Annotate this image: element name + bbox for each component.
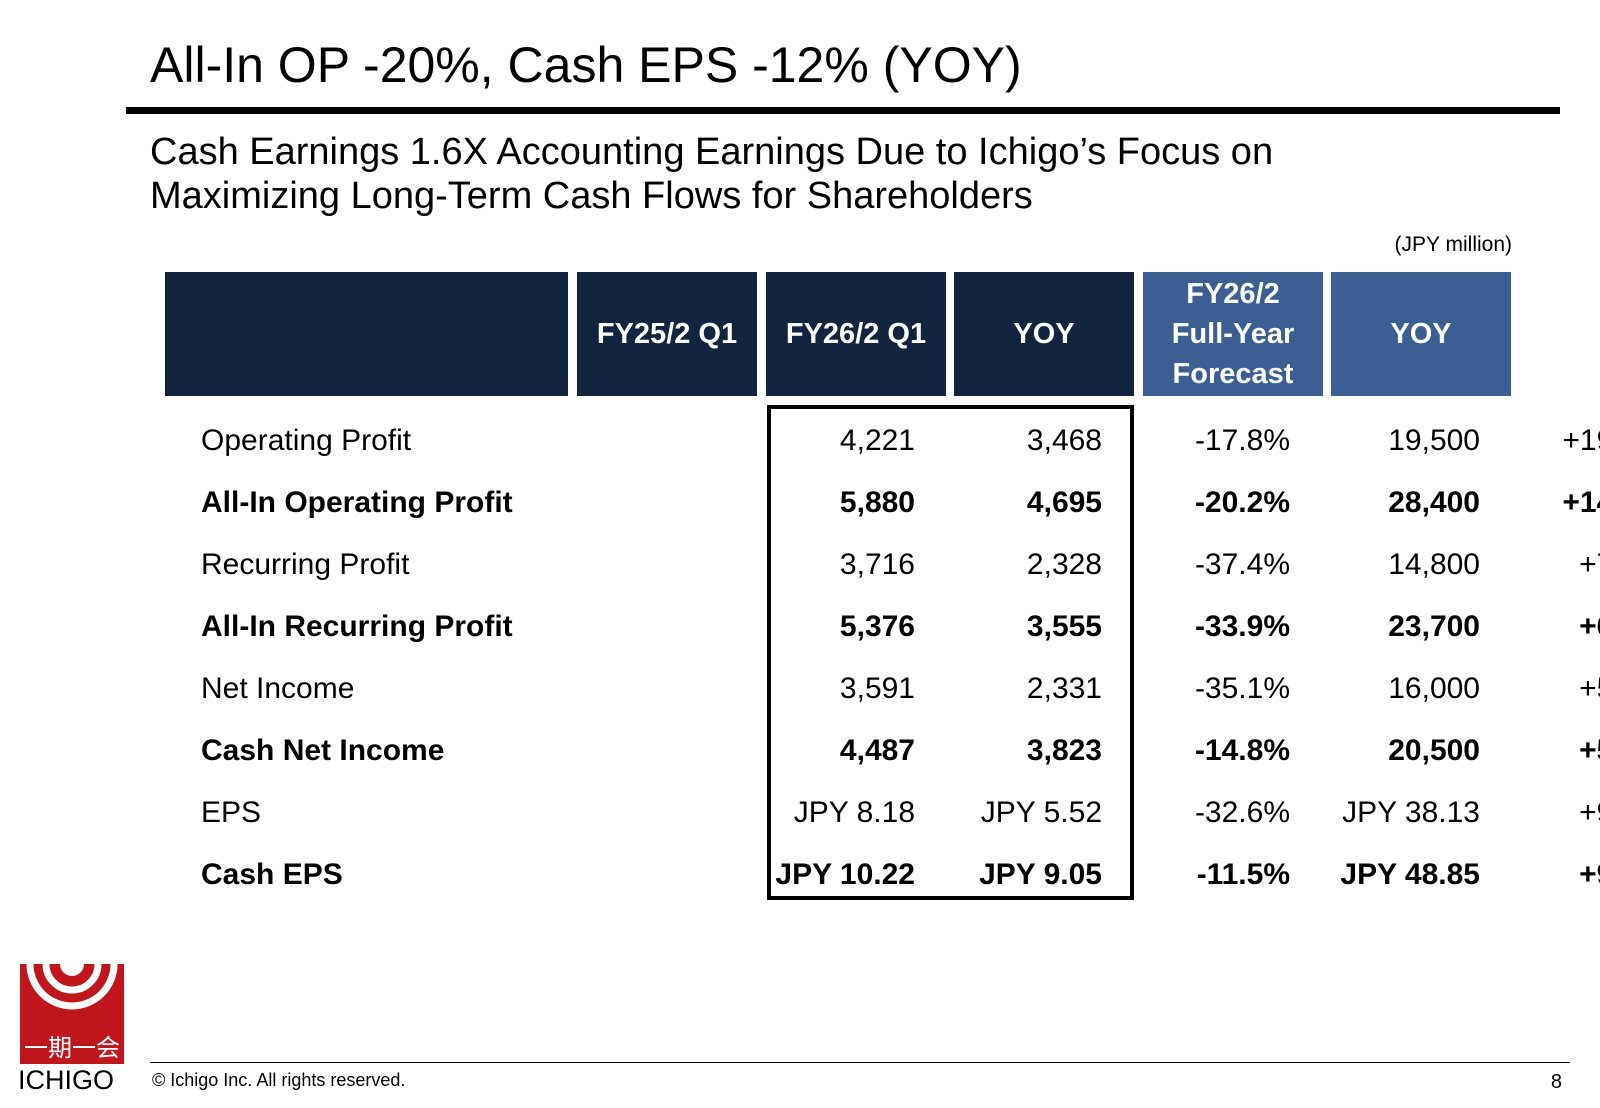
cell-yoy: -17.8%	[1194, 424, 1290, 457]
cell-fy26-q1: 4,695	[1026, 486, 1102, 519]
cell-fy25-q1: JPY 10.22	[775, 858, 915, 891]
header-blank	[165, 272, 568, 396]
row-label: All-In Operating Profit	[201, 486, 513, 519]
row-label: Operating Profit	[201, 424, 412, 457]
cell-forecast: 28,400	[1388, 486, 1480, 519]
table-row: Net Income 3,591 2,331 -35.1% 16,000 +5.4%	[165, 658, 1600, 720]
logo-kanji: 一期一会	[24, 1034, 120, 1062]
page-number: 8	[1550, 1071, 1562, 1093]
header-line: YOY	[1013, 318, 1075, 350]
header-line: YOY	[1390, 318, 1452, 350]
cell-fy26-q1: 2,331	[1026, 672, 1102, 705]
cell-fy25-q1: 4,221	[839, 424, 915, 457]
table-row: Operating Profit 4,221 3,468 -17.8% 19,500 +1…	[165, 410, 1600, 472]
header-fy25-q1: FY25/2 Q1	[577, 272, 757, 396]
table-row: Cash EPS JPY 10.22 JPY 9.05 -11.5% JPY 48.85…	[165, 844, 1600, 906]
row-label: EPS	[201, 796, 262, 829]
title-rule	[126, 107, 1560, 114]
cell-forecast-yoy: +5.7%	[1579, 734, 1600, 767]
row-label: Net Income	[201, 672, 355, 705]
table-row: Cash Net Income 4,487 3,823 -14.8% 20,500 +5.…	[165, 720, 1600, 782]
header-line: Forecast	[1172, 358, 1294, 390]
cell-forecast: 19,500	[1388, 424, 1480, 457]
ichigo-logo: 一期一会	[20, 964, 124, 1064]
cell-forecast-yoy: +5.4%	[1579, 672, 1600, 705]
cell-fy25-q1: 5,376	[839, 610, 915, 643]
header-line: FY26/2	[1186, 278, 1280, 310]
cell-fy26-q1: 2,328	[1026, 548, 1102, 581]
cell-fy25-q1: 5,880	[839, 486, 915, 519]
cell-fy25-q1: 4,487	[839, 734, 915, 767]
cell-forecast: JPY 48.85	[1340, 858, 1480, 891]
cell-fy26-q1: 3,468	[1026, 424, 1102, 457]
cell-forecast: 14,800	[1388, 548, 1480, 581]
slide-title: All-In OP -20%, Cash EPS -12% (YOY)	[150, 37, 1022, 93]
cell-yoy: -35.1%	[1194, 672, 1290, 705]
footer-rule	[150, 1062, 1570, 1063]
cell-forecast-yoy: +7.5%	[1579, 548, 1600, 581]
concentric-arcs-icon	[26, 964, 118, 1010]
cell-fy26-q1: JPY 9.05	[979, 858, 1102, 891]
cell-yoy: -20.2%	[1194, 486, 1290, 519]
cell-fy25-q1: 3,716	[839, 548, 915, 581]
subtitle-line-2: Maximizing Long-Term Cash Flows for Shar…	[150, 175, 1033, 217]
slide-subtitle: Cash Earnings 1.6X Accounting Earnings D…	[150, 130, 1450, 218]
header-forecast-yoy: YOY	[1331, 272, 1511, 396]
cell-forecast-yoy: +19.6%	[1562, 424, 1600, 457]
cell-forecast: 16,000	[1388, 672, 1480, 705]
cell-yoy: -37.4%	[1194, 548, 1290, 581]
cell-forecast-yoy: +9.4%	[1579, 796, 1600, 829]
cell-fy26-q1: 3,823	[1026, 734, 1102, 767]
logo-wordmark: ICHIGO	[18, 1065, 115, 1095]
row-label: All-In Recurring Profit	[201, 610, 513, 643]
cell-fy26-q1: 3,555	[1026, 610, 1102, 643]
copyright-text: © Ichigo Inc. All rights reserved.	[152, 1070, 406, 1090]
row-label: Cash Net Income	[201, 734, 445, 767]
row-label: Cash EPS	[201, 858, 343, 891]
cell-fy25-q1: 3,591	[839, 672, 915, 705]
unit-note: (JPY million)	[1394, 233, 1512, 256]
q1-highlight-box	[767, 405, 1134, 900]
cell-fy26-q1: JPY 5.52	[980, 796, 1102, 829]
subtitle-line-1: Cash Earnings 1.6X Accounting Earnings D…	[150, 131, 1274, 173]
cell-forecast-yoy: +14.2%	[1562, 486, 1600, 519]
header-line: FY26/2 Q1	[785, 318, 927, 350]
header-fy26-q1: FY26/2 Q1	[766, 272, 946, 396]
table-row: All-In Recurring Profit 5,376 3,555 -33.9% 2…	[165, 596, 1600, 658]
header-yoy: YOY	[954, 272, 1134, 396]
cell-fy25-q1: JPY 8.18	[793, 796, 915, 829]
cell-forecast-yoy: +6.2%	[1579, 610, 1600, 643]
row-label: Recurring Profit	[201, 548, 410, 581]
cell-forecast-yoy: +9.8%	[1579, 858, 1600, 891]
cell-yoy: -14.8%	[1194, 734, 1290, 767]
cell-yoy: -33.9%	[1194, 610, 1290, 643]
cell-yoy: -11.5%	[1196, 858, 1290, 891]
header-line: FY25/2 Q1	[596, 318, 738, 350]
cell-yoy: -32.6%	[1194, 796, 1290, 829]
header-forecast: FY26/2 Full-Year Forecast	[1143, 272, 1323, 396]
table-row: EPS JPY 8.18 JPY 5.52 -32.6% JPY 38.13 +9.4%	[165, 782, 1600, 844]
header-line: Full-Year	[1171, 318, 1295, 350]
cell-forecast: JPY 38.13	[1342, 796, 1480, 829]
table-row: All-In Operating Profit 5,880 4,695 -20.2% 2…	[165, 472, 1600, 534]
cell-forecast: 23,700	[1388, 610, 1480, 643]
table-row: Recurring Profit 3,716 2,328 -37.4% 14,800 +7…	[165, 534, 1600, 596]
cell-forecast: 20,500	[1388, 734, 1480, 767]
